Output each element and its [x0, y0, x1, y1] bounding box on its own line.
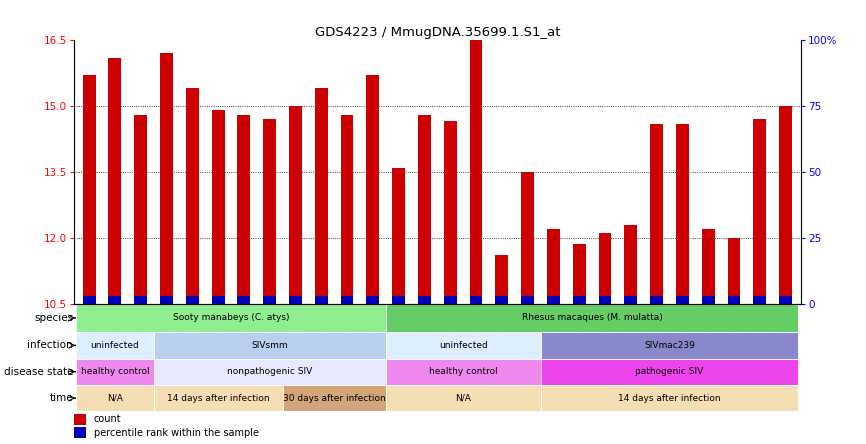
Bar — [418, 296, 431, 304]
Bar — [76, 358, 153, 385]
Bar — [469, 31, 482, 304]
Bar — [650, 123, 663, 304]
Bar — [263, 296, 276, 304]
Bar — [76, 332, 153, 358]
Bar — [160, 296, 173, 304]
Bar — [82, 75, 95, 304]
Bar — [624, 225, 637, 304]
Bar — [108, 296, 121, 304]
Bar — [547, 296, 559, 304]
Bar — [153, 332, 385, 358]
Bar — [134, 115, 147, 304]
Bar — [74, 428, 87, 438]
Bar — [392, 167, 405, 304]
Bar — [366, 75, 379, 304]
Text: 14 days after infection: 14 days after infection — [167, 393, 269, 403]
Bar — [385, 332, 540, 358]
Bar — [598, 234, 611, 304]
Bar — [540, 385, 798, 411]
Bar — [282, 385, 385, 411]
Bar — [76, 304, 385, 332]
Text: SIVmac239: SIVmac239 — [644, 341, 695, 350]
Bar — [469, 296, 482, 304]
Text: disease state: disease state — [3, 367, 73, 377]
Bar — [315, 296, 327, 304]
Bar — [340, 296, 353, 304]
Bar — [237, 115, 250, 304]
Bar — [624, 296, 637, 304]
Bar — [701, 229, 714, 304]
Text: 14 days after infection: 14 days after infection — [618, 393, 721, 403]
Bar — [385, 385, 540, 411]
Text: nonpathogenic SIV: nonpathogenic SIV — [227, 367, 313, 376]
Bar — [108, 58, 121, 304]
Bar — [385, 358, 540, 385]
Bar — [540, 358, 798, 385]
Text: healthy control: healthy control — [81, 367, 149, 376]
Bar — [153, 385, 282, 411]
Bar — [134, 296, 147, 304]
Text: time: time — [49, 393, 73, 403]
Bar — [727, 296, 740, 304]
Bar — [315, 88, 327, 304]
Text: uninfected: uninfected — [439, 341, 488, 350]
Bar — [76, 385, 153, 411]
Bar — [211, 110, 224, 304]
Bar — [82, 296, 95, 304]
Bar — [418, 115, 431, 304]
Bar — [289, 106, 302, 304]
Text: N/A: N/A — [107, 393, 123, 403]
Bar — [443, 121, 456, 304]
Bar — [495, 296, 508, 304]
Text: healthy control: healthy control — [429, 367, 497, 376]
Bar — [74, 414, 87, 425]
Text: count: count — [94, 414, 121, 424]
Bar — [153, 358, 385, 385]
Title: GDS4223 / MmugDNA.35699.1.S1_at: GDS4223 / MmugDNA.35699.1.S1_at — [314, 26, 560, 39]
Bar — [521, 172, 534, 304]
Bar — [753, 296, 766, 304]
Bar — [572, 245, 585, 304]
Bar — [779, 106, 792, 304]
Bar — [547, 229, 559, 304]
Bar — [340, 115, 353, 304]
Bar — [598, 296, 611, 304]
Bar — [521, 296, 534, 304]
Bar — [211, 296, 224, 304]
Bar — [366, 296, 379, 304]
Bar — [160, 53, 173, 304]
Bar — [289, 296, 302, 304]
Text: uninfected: uninfected — [91, 341, 139, 350]
Bar — [676, 123, 688, 304]
Bar — [237, 296, 250, 304]
Text: 30 days after infection: 30 days after infection — [283, 393, 385, 403]
Bar — [650, 296, 663, 304]
Text: Sooty manabeys (C. atys): Sooty manabeys (C. atys) — [172, 313, 289, 322]
Bar — [385, 304, 798, 332]
Text: pathogenic SIV: pathogenic SIV — [636, 367, 703, 376]
Text: N/A: N/A — [456, 393, 471, 403]
Text: Rhesus macaques (M. mulatta): Rhesus macaques (M. mulatta) — [521, 313, 662, 322]
Bar — [495, 255, 508, 304]
Text: SIVsmm: SIVsmm — [251, 341, 288, 350]
Bar — [263, 119, 276, 304]
Bar — [186, 296, 198, 304]
Bar — [676, 296, 688, 304]
Bar — [540, 332, 798, 358]
Bar — [753, 119, 766, 304]
Text: percentile rank within the sample: percentile rank within the sample — [94, 428, 259, 438]
Bar — [701, 296, 714, 304]
Bar — [443, 296, 456, 304]
Text: species: species — [34, 313, 73, 323]
Bar — [392, 296, 405, 304]
Bar — [186, 88, 198, 304]
Text: infection: infection — [28, 340, 73, 350]
Bar — [779, 296, 792, 304]
Bar — [572, 296, 585, 304]
Bar — [727, 238, 740, 304]
